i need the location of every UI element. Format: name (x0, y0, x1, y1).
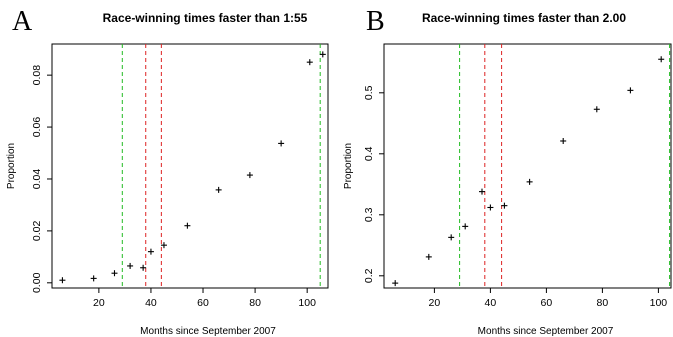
x-tick-label: 80 (597, 297, 609, 309)
y-tick-label: 0.04 (31, 169, 43, 190)
plot-frame (383, 43, 672, 289)
panel-letter: B (366, 6, 385, 37)
y-tick-label: 0.2 (363, 268, 375, 283)
y-tick-label: 0.5 (363, 85, 375, 100)
data-point (278, 140, 285, 147)
data-point (147, 248, 154, 255)
data-point (479, 188, 485, 195)
y-tick-label: 0.08 (31, 65, 43, 86)
x-tick-label: 40 (485, 297, 497, 309)
x-tick-label: 60 (197, 297, 209, 309)
chart-title: Race-winning times faster than 2.00 (422, 11, 626, 25)
y-axis-label: Proportion (6, 143, 17, 189)
x-axis-label: Months since September 2007 (140, 326, 276, 337)
data-point (560, 137, 567, 144)
data-point (425, 253, 432, 260)
x-tick-label: 40 (145, 297, 157, 309)
data-point (306, 59, 313, 66)
x-tick-label: 100 (298, 297, 316, 309)
data-point (658, 56, 665, 63)
x-axis-label: Months since September 2007 (478, 326, 614, 337)
data-point (487, 204, 494, 211)
data-point (593, 106, 600, 113)
y-axis-label: Proportion (343, 143, 354, 189)
y-tick-label: 0.4 (363, 146, 375, 161)
panel-a: A Race-winning times faster than 1:55 20 40… (6, 6, 329, 337)
x-tick-label: 20 (429, 297, 441, 309)
data-point (627, 87, 634, 94)
data-point (127, 262, 134, 269)
data-point (90, 275, 97, 282)
x-tick-label: 20 (93, 297, 105, 309)
data-point (501, 202, 508, 209)
y-tick-label: 0.00 (31, 272, 43, 293)
data-point (59, 277, 66, 284)
plot-frame (51, 43, 329, 289)
x-tick-label: 60 (541, 297, 553, 309)
data-point (392, 280, 399, 287)
data-point (184, 222, 191, 229)
chart-title: Race-winning times faster than 1:55 (103, 11, 308, 25)
data-point (160, 242, 167, 249)
y-tick-label: 0.06 (31, 117, 43, 138)
x-tick-label: 80 (249, 297, 261, 309)
y-tick-label: 0.02 (31, 221, 43, 242)
y-tick-label: 0.3 (363, 207, 375, 222)
data-point (462, 223, 469, 230)
data-point (140, 264, 147, 271)
data-point (111, 270, 118, 277)
panel-letter: A (12, 6, 33, 37)
data-point (448, 234, 455, 241)
panel-b: B Race-winning times faster than 2.00 20 40… (343, 6, 672, 337)
data-point (246, 172, 253, 179)
data-point (215, 186, 222, 193)
x-tick-label: 100 (650, 297, 668, 309)
data-point (319, 51, 326, 58)
data-point (526, 178, 533, 185)
